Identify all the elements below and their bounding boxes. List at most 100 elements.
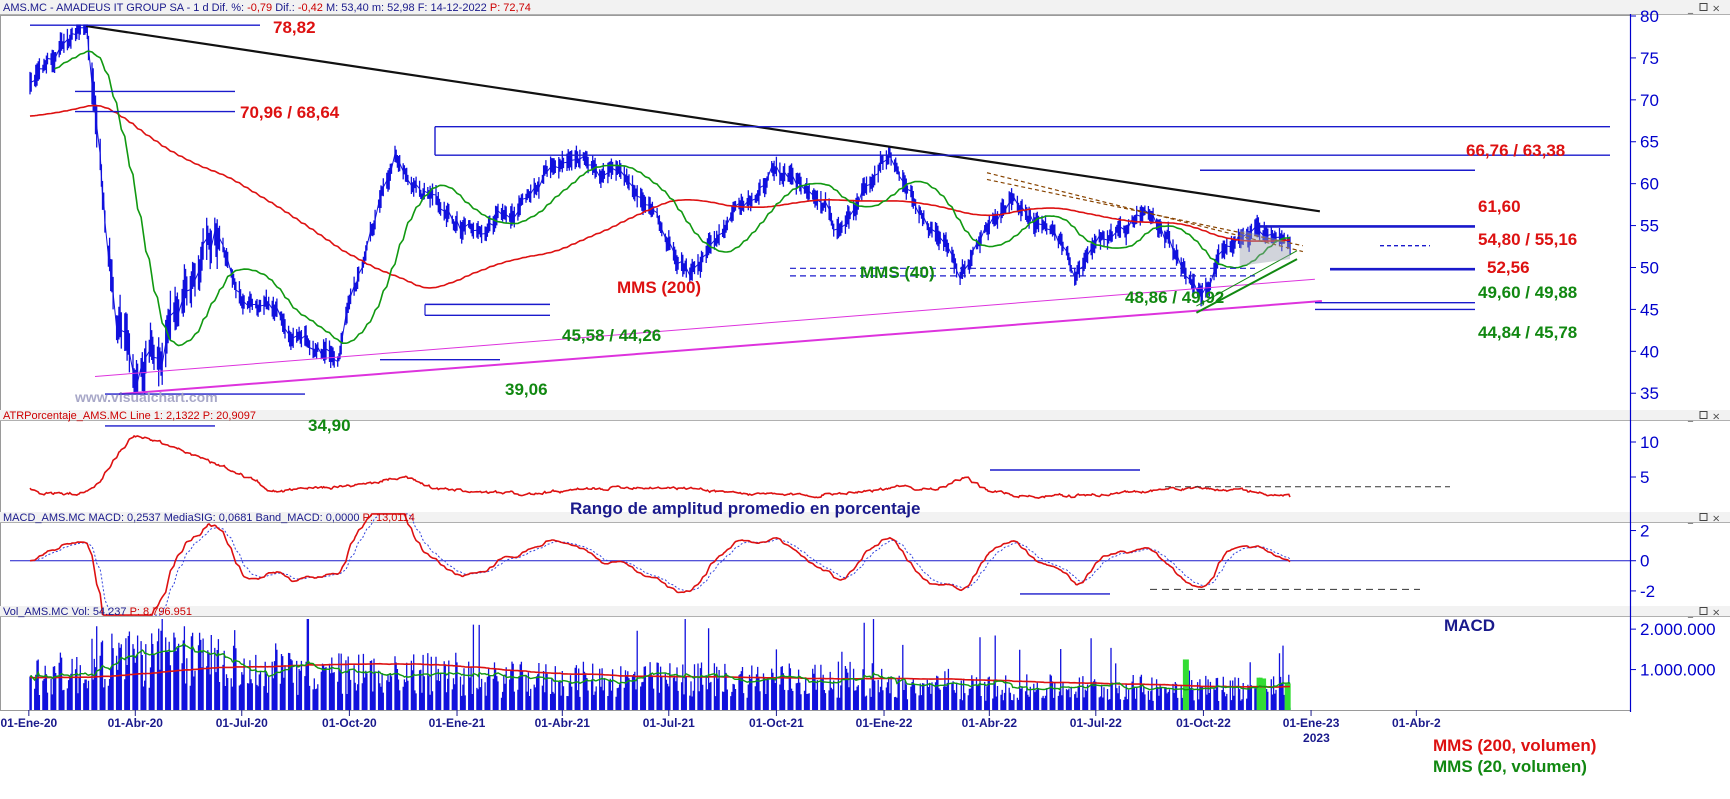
panel-title-part: MACD_AMS.MC MACD: 0,2537 MediaSIG: 0,068…	[3, 512, 363, 524]
close-icon: ×	[1712, 412, 1720, 423]
label-sup-5: 39,06	[505, 380, 548, 399]
panel-title-part: M: 53,40 m: 52,98 F: 14-12-2022	[323, 2, 490, 14]
price-panel: www.visualchart.com	[29, 24, 1610, 405]
x-year-marker: 2023	[1303, 731, 1330, 745]
y-tick-label-macd: -2	[1640, 582, 1655, 601]
y-tick-label-price: 80	[1640, 7, 1659, 26]
x-tick-label: 01-Abr-20	[108, 716, 164, 730]
y-tick-label-price: 35	[1640, 384, 1659, 403]
label-mms40: MMS (40)	[860, 263, 935, 282]
label-res-4: 54,80 / 55,16	[1478, 230, 1577, 249]
y-tick-label-atr: 10	[1640, 433, 1659, 452]
x-tick-label: 01-Oct-21	[749, 716, 804, 730]
triangle-shading	[1239, 229, 1290, 266]
panel-title-part: AMS.MC - AMADEUS IT GROUP SA - 1 d Dif. …	[3, 2, 247, 14]
panel-title-part: P: 13,0114	[363, 512, 415, 524]
annotations: 78,82 70,96 / 68,64 66,76 / 63,38 61,60 54,8…	[240, 18, 1596, 776]
x-tick-label: 01-Ene-20	[0, 716, 57, 730]
macd-signal-line	[30, 513, 1291, 616]
atr-line	[29, 434, 1291, 499]
close-icon: ×	[1712, 4, 1720, 15]
y-tick-label-price: 75	[1640, 49, 1659, 68]
price-line	[29, 27, 1291, 385]
y-tick-label-price: 60	[1640, 175, 1659, 194]
panel-title-part: ATRPorcentaje_AMS.MC Line 1: 2,1322 P: 2…	[3, 410, 256, 422]
title-strip	[0, 0, 1730, 15]
y-tick-label-atr: 5	[1640, 468, 1649, 487]
label-res-3: 61,60	[1478, 197, 1521, 216]
y-tick-label-price: 55	[1640, 217, 1659, 236]
label-vol-mms200: MMS (200, volumen)	[1433, 736, 1596, 755]
y-tick-label-price: 70	[1640, 91, 1659, 110]
ma40-line	[54, 50, 1291, 347]
panel-title-atr: ATRPorcentaje_AMS.MC Line 1: 2,1322 P: 2…	[3, 410, 256, 422]
label-sup-1: 49,60 / 49,88	[1478, 283, 1577, 302]
macd-panel	[10, 513, 1630, 616]
label-sup-4: 44,84 / 45,78	[1478, 323, 1577, 342]
support-trend-line-thin	[94, 278, 1315, 377]
y-tick-label-price: 40	[1640, 342, 1659, 361]
label-vol-mms20: MMS (20, volumen)	[1433, 757, 1587, 776]
volume-ma20-line	[29, 643, 1291, 691]
panel-titles: AMS.MC - AMADEUS IT GROUP SA - 1 d Dif. …	[3, 2, 531, 618]
minimize-icon: _	[1687, 4, 1694, 15]
label-atr-title: Rango de amplitud promedio en porcentaje	[570, 499, 920, 518]
downtrend-line	[85, 24, 1321, 213]
x-tick-label: 01-Oct-22	[1176, 716, 1231, 730]
maximize-icon	[1699, 513, 1708, 521]
label-sup-3: 45,58 / 44,26	[562, 326, 661, 345]
volume-highlight-bar	[1256, 677, 1263, 710]
panel-title-part: Vol_AMS.MC Vol: 54.237	[3, 606, 130, 618]
ma200-line	[29, 104, 1291, 289]
y-tick-label-macd: 0	[1640, 552, 1649, 571]
x-tick-label: 01-Oct-20	[322, 716, 377, 730]
panel-title-vol: Vol_AMS.MC Vol: 54.237 P: 8.796.951	[3, 606, 192, 618]
maximize-icon	[1699, 3, 1708, 11]
y-tick-label-vol: 2.000.000	[1640, 620, 1716, 639]
panel-title-macd: MACD_AMS.MC MACD: 0,2537 MediaSIG: 0,068…	[3, 512, 415, 524]
maximize-icon	[1699, 411, 1708, 419]
close-icon: ×	[1712, 514, 1720, 525]
minimize-icon: _	[1687, 514, 1694, 525]
volume-bars	[29, 619, 1291, 710]
panel-title-part: -0,79	[247, 2, 272, 14]
label-res-1: 70,96 / 68,64	[240, 103, 340, 122]
label-top-high: 78,82	[273, 18, 316, 37]
y-tick-label-vol: 1.000.000	[1640, 661, 1716, 680]
label-current: 52,56	[1487, 258, 1530, 277]
maximize-icon	[1699, 607, 1708, 615]
panel-title-price: AMS.MC - AMADEUS IT GROUP SA - 1 d Dif. …	[3, 2, 531, 14]
axes: 80 75 70 65 60 55 50 45 40 35 10 5 2 0 -2 2.000.000 1.00…	[0, 7, 1715, 745]
x-tick-label: 01-Jul-20	[216, 716, 268, 730]
x-tick-label: 01-Ene-23	[1283, 716, 1340, 730]
watermark: www.visualchart.com	[74, 389, 218, 405]
volume-ma200-line	[30, 662, 1290, 688]
minimize-icon: _	[1687, 412, 1694, 423]
volume-panel	[29, 619, 1291, 710]
volume-highlight-bar	[1260, 678, 1267, 710]
close-icon: ×	[1712, 608, 1720, 619]
minimize-icon: _	[1687, 608, 1694, 619]
panel-title-part: Dif.:	[272, 2, 298, 14]
x-tick-label: 01-Ene-21	[429, 716, 486, 730]
macd-line	[29, 513, 1291, 616]
panel-title-part: -0,42	[298, 2, 323, 14]
x-tick-label: 01-Jul-22	[1070, 716, 1122, 730]
rising-support-line	[1195, 258, 1298, 314]
rising-support-line-2	[1196, 250, 1298, 307]
x-tick-label: 01-Abr-22	[962, 716, 1018, 730]
x-tick-label: 01-Abr-2	[1392, 716, 1441, 730]
y-tick-label-macd: 2	[1640, 522, 1649, 541]
panel-title-part: P: 72,74	[490, 2, 531, 14]
label-low: 34,90	[308, 416, 351, 435]
dashed-channel-line-2	[986, 178, 1303, 247]
x-tick-label: 01-Abr-21	[535, 716, 591, 730]
title-strip	[0, 512, 1730, 523]
volume-highlight-bar	[1182, 659, 1189, 710]
atr-panel	[29, 425, 1450, 499]
label-sup-2: 48,86 / 49,92	[1125, 288, 1224, 307]
title-strip	[0, 410, 1730, 421]
volume-highlight-bar	[1284, 683, 1291, 710]
y-tick-label-price: 45	[1640, 300, 1659, 319]
